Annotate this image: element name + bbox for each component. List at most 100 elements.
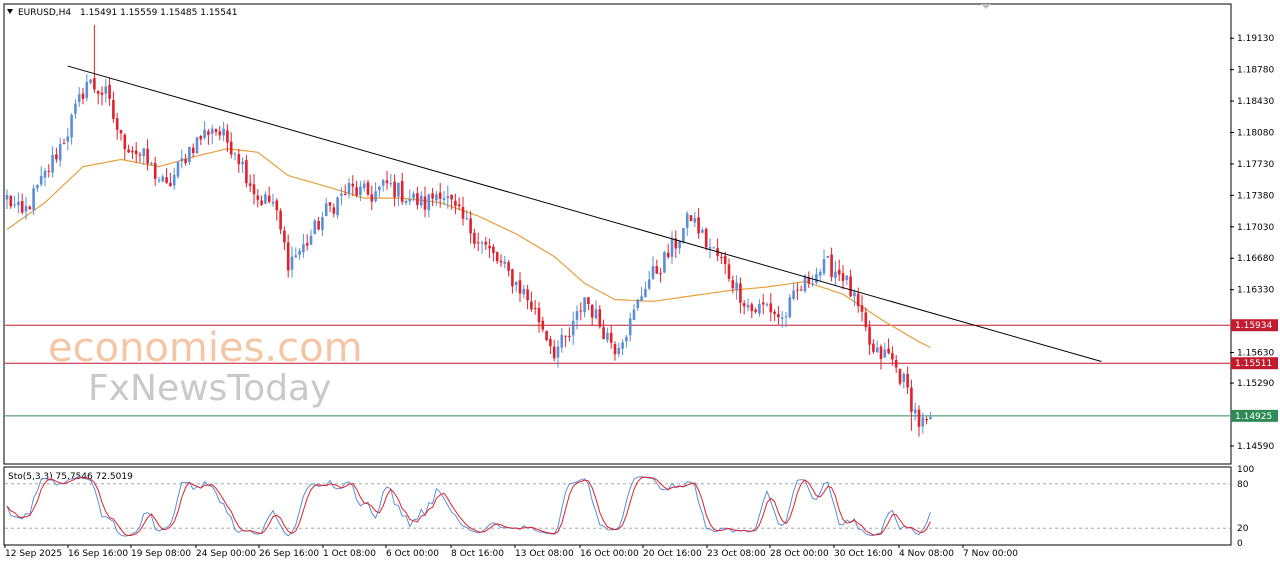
- candle-body: [693, 218, 697, 223]
- candle-body: [393, 181, 396, 198]
- candle-body: [834, 271, 837, 278]
- candle-body: [473, 232, 476, 244]
- stochastic-panel: [3, 466, 1232, 546]
- candle-body: [830, 254, 833, 277]
- level-badge: [1231, 409, 1278, 422]
- candle-body: [613, 343, 617, 355]
- candle-body: [66, 136, 70, 142]
- candle-body: [788, 297, 792, 318]
- candle-body: [803, 275, 807, 292]
- candle-body: [777, 314, 780, 318]
- candle-body: [708, 246, 712, 249]
- candle-body: [222, 128, 225, 136]
- candle-body: [93, 78, 96, 90]
- candle-body: [712, 247, 716, 249]
- candle-body: [165, 177, 168, 183]
- candle-body: [74, 103, 77, 114]
- candle-body: [412, 193, 415, 199]
- candle-body: [856, 293, 860, 307]
- candle-body: [723, 255, 727, 265]
- level-badge: [1231, 319, 1278, 332]
- candle-body: [77, 94, 81, 102]
- candle-body: [39, 175, 43, 185]
- candle-body: [628, 318, 632, 336]
- candle-body: [302, 244, 305, 253]
- candle-body: [685, 213, 689, 228]
- candle-body: [651, 266, 655, 279]
- candle-body: [161, 176, 165, 182]
- candle-body: [727, 264, 731, 279]
- candle-body: [598, 309, 602, 327]
- price-tick-label: 1.19130: [1237, 34, 1274, 44]
- candle-body: [85, 81, 89, 99]
- candle-body: [678, 241, 681, 249]
- candle-body: [24, 205, 28, 212]
- candle-body: [849, 276, 852, 297]
- candle-body: [404, 200, 408, 203]
- candle-body: [237, 154, 241, 165]
- candle-body: [522, 288, 526, 295]
- candle-body: [636, 299, 640, 309]
- candle-body: [328, 202, 332, 206]
- candle-body: [465, 217, 469, 219]
- candle-body: [286, 242, 290, 271]
- candle-body: [245, 160, 248, 184]
- candle-body: [283, 230, 286, 243]
- candle-body: [845, 275, 849, 280]
- candle-body: [13, 204, 16, 206]
- candle-body: [541, 320, 545, 330]
- candle-body: [571, 320, 575, 336]
- candle-body: [609, 332, 613, 343]
- candle-body: [43, 170, 47, 178]
- time-axis[interactable]: 12 Sep 2025 16 Sep 16:00 19 Sep 08:00 24 Se…: [4, 545, 1018, 559]
- candle-body: [321, 217, 324, 230]
- time-tick-label: 19 Sep 08:00: [131, 549, 191, 559]
- candle-body: [902, 374, 906, 382]
- candle-body: [324, 203, 328, 217]
- stochastic-label: Sto(5,3,3) 75.7546 72.5019: [8, 472, 133, 482]
- candle-body: [70, 115, 73, 138]
- time-tick-label: 24 Sep 00:00: [196, 549, 256, 559]
- scroll-marker-icon: [981, 4, 991, 9]
- candle-body: [537, 307, 541, 323]
- candle-body: [765, 304, 769, 306]
- candle-body: [142, 148, 146, 157]
- candle-body: [131, 150, 134, 153]
- candle-body: [229, 141, 233, 155]
- main-panel: [3, 3, 1232, 465]
- candle-body: [461, 206, 465, 219]
- candle-body: [511, 269, 514, 287]
- candle-body: [275, 200, 279, 211]
- candle-body: [226, 130, 229, 143]
- candle-body: [917, 409, 921, 427]
- main-plot: [5, 24, 1230, 437]
- candle-body: [290, 256, 294, 270]
- dropdown-triangle-icon[interactable]: [7, 9, 13, 14]
- price-axis[interactable]: 1.19130 1.18780 1.18430 1.18080 1.17730 1.173…: [1230, 34, 1278, 452]
- candle-body: [841, 273, 845, 281]
- candle-body: [62, 143, 66, 145]
- candle-body: [526, 289, 529, 301]
- price-tick-label: 1.15290: [1237, 379, 1274, 389]
- candle-body: [644, 288, 647, 298]
- candle-body: [670, 239, 674, 257]
- candle-body: [359, 186, 362, 196]
- candle-body: [674, 238, 678, 249]
- candle-body: [594, 309, 598, 319]
- candle-body: [180, 158, 184, 162]
- trendline: [67, 65, 1102, 363]
- candle-body: [720, 257, 723, 259]
- candle-body: [822, 259, 826, 274]
- time-tick-label: 23 Oct 08:00: [707, 549, 766, 559]
- candle-body: [248, 183, 252, 186]
- stochastic-main-line: [6, 475, 931, 537]
- candle-body: [294, 255, 298, 258]
- candle-body: [427, 194, 431, 211]
- candle-body: [913, 409, 917, 414]
- candle-body: [868, 326, 871, 345]
- candle-body: [146, 148, 149, 164]
- candle-body: [887, 348, 890, 354]
- candle-body: [374, 191, 377, 202]
- candle-body: [100, 92, 104, 95]
- candle-body: [241, 161, 244, 165]
